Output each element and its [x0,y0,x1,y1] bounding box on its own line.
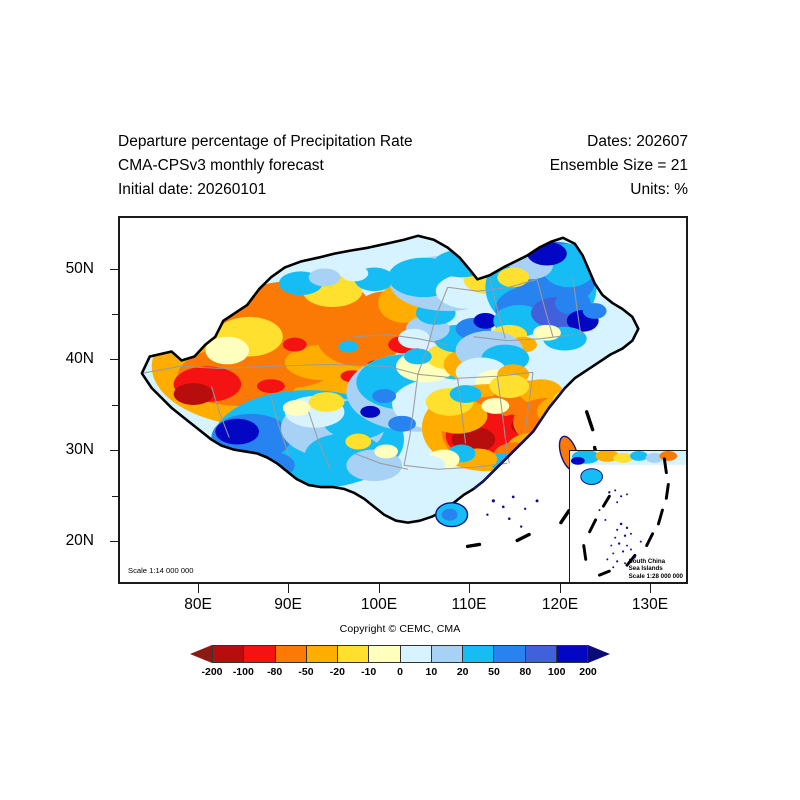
colorbar-tick-20: 20 [456,666,469,678]
title-line: Departure percentage of Precipitation Ra… [118,133,413,150]
map-plot-area[interactable]: Scale 1:14 000 000 [118,216,688,584]
colorbar-tick-200: 200 [579,666,597,678]
units-line: Units: % [630,181,688,198]
inset-caption-line3: Scale 1:28 000 000 [628,572,683,580]
ytick-mark-45n [112,314,119,315]
xtick-mark-130e [650,584,651,593]
colorbar-tick-10: 10 [425,666,438,678]
initial-date-line: Initial date: 20260101 [118,181,267,198]
colorbar-under-arrow [190,645,212,663]
inset-caption-line2: Sea Islands [628,565,663,573]
ytick-mark-50n [110,269,119,270]
colorbar-strip[interactable] [212,645,588,663]
colorbar-tick--10: -10 [361,666,377,678]
xtick-mark-110e [469,584,470,593]
colorbar-band-10 [525,646,557,662]
xtick-label-100e: 100E [360,596,398,613]
xtick-label-90e: 90E [274,596,302,613]
south-sea-islets [486,495,539,528]
map-scale-note: Scale 1:14 000 000 [128,566,194,575]
valid-dates-line: Dates: 202607 [587,133,688,150]
ytick-mark-25n [112,496,119,497]
precipitation-departure-field [140,234,640,549]
colorbar-band-1 [244,646,276,662]
xtick-label-120e: 120E [541,596,579,613]
inset-islets [598,489,642,569]
inset-caption: South China Sea Islands Scale 1:28 000 0… [629,558,683,580]
xtick-mark-80e [198,584,199,593]
ytick-label-20n: 20N [65,532,94,549]
colorbar-over-arrow [588,645,610,663]
colorbar-tick-50: 50 [488,666,500,678]
inset-nine-dash-line [582,457,670,577]
colorbar-tick-80: 80 [519,666,532,678]
xtick-mark-90e [288,584,289,593]
south-china-sea-inset[interactable]: South China Sea Islands Scale 1:28 000 0… [569,450,687,583]
colorbar-tick-0: 0 [397,666,403,678]
colorbar-tick--50: -50 [298,666,314,678]
colorbar-band-11 [556,646,587,662]
coastline [473,387,566,490]
xtick-mark-100e [379,584,380,593]
colorbar-tick--100: -100 [232,666,254,678]
colorbar-tick--200: -200 [201,666,223,678]
colorbar-tick-100: 100 [547,666,566,678]
ytick-label-40n: 40N [65,350,94,367]
model-line: CMA-CPSv3 monthly forecast [118,157,324,174]
colorbar-tick--80: -80 [267,666,283,678]
colorbar-band-4 [338,646,370,662]
colorbar-band-8 [463,646,495,662]
colorbar-band-6 [400,646,432,662]
colorbar-band-0 [213,646,245,662]
colorbar[interactable]: -200 -100 -80 -50 -20 -10 0 10 20 50 80 100 200 [190,645,610,678]
ytick-mark-40n [110,359,119,360]
xtick-label-110e: 110E [451,596,487,613]
colorbar-band-5 [369,646,401,662]
inset-caption-line1: South China [628,557,666,565]
xtick-label-130e: 130E [631,596,669,613]
ytick-label-50n: 50N [65,260,94,277]
copyright-notice: Copyright © CEMC, CMA [339,623,461,635]
ytick-mark-20n [110,541,119,542]
xtick-mark-120e [560,584,561,593]
colorbar-band-2 [275,646,307,662]
colorbar-tick--20: -20 [329,666,345,678]
inset-map [570,451,686,582]
colorbar-band-7 [431,646,463,662]
national-border [140,234,640,524]
colorbar-band-9 [494,646,526,662]
ytick-mark-35n [112,405,119,406]
xtick-label-80e: 80E [184,596,212,613]
ytick-label-30n: 30N [65,441,94,458]
hainan-island [435,502,469,528]
ytick-mark-30n [110,450,119,451]
ensemble-size-line: Ensemble Size = 21 [549,157,688,174]
province-boundary-layer [141,277,582,470]
colorbar-band-3 [306,646,338,662]
inset-mainland-fill [570,451,686,465]
